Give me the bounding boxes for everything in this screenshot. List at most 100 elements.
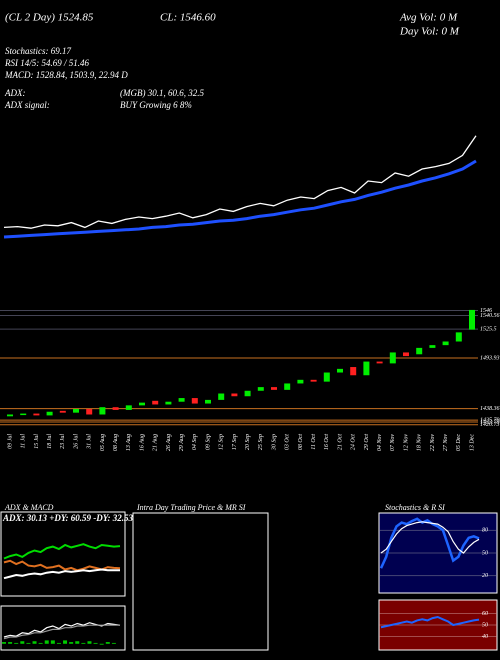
price-label: 1438.36 [480, 405, 500, 412]
histogram-bar [20, 641, 25, 644]
series-line [380, 521, 480, 554]
x-tick-label: 26 Jul [73, 434, 79, 449]
histogram-bar [8, 642, 13, 644]
panel-annotation: ADX: 30.13 +DY: 60.59 -DY: 32.53 [2, 513, 133, 523]
histogram-bar [14, 642, 19, 644]
x-tick-label: 20 Sep [245, 434, 251, 450]
panel [132, 512, 269, 651]
candle [323, 372, 330, 382]
price-label: 1493.93 [480, 354, 500, 361]
x-tick-label: 25 Sep [258, 434, 264, 450]
x-tick-label: 04 Nov [376, 434, 383, 452]
y-tick-label: 40 [482, 633, 488, 640]
histogram-bar [69, 642, 74, 644]
x-tick-label: 16 Oct [324, 434, 330, 450]
header-text: MACD: 1528.84, 1503.9, 22.94 D [4, 70, 128, 80]
x-tick-label: 18 Jul [47, 434, 53, 449]
histogram-bar [99, 643, 104, 645]
candle [165, 401, 172, 405]
header-text: Avg Vol: 0 M [399, 12, 458, 24]
x-tick-label: 13 Aug [126, 434, 132, 451]
histogram-bar [63, 640, 68, 644]
histogram-bar [75, 641, 80, 644]
x-tick-label: 04 Sep [191, 434, 198, 450]
candle [33, 413, 40, 416]
header-text: RSI 14/5: 54.69 / 51.46 [4, 58, 89, 68]
candle [389, 352, 396, 364]
candle [86, 409, 93, 415]
histogram-bar [93, 642, 98, 644]
candle [442, 341, 449, 346]
header-text: ADX signal: [4, 100, 50, 110]
price-label: 1540.56 [480, 312, 500, 319]
candle [205, 399, 211, 404]
x-tick-label: 27 Nov [443, 434, 449, 452]
y-tick-label: 60 [482, 611, 488, 617]
histogram-bar [26, 642, 31, 644]
header-text: Day Vol: 0 M [399, 26, 460, 38]
candle [218, 393, 225, 400]
y-tick-label: 50 [482, 550, 488, 556]
x-tick-label: 16 Aug [139, 434, 145, 451]
x-tick-label: 07 Nov [390, 434, 396, 452]
x-tick-label: 12 Sep [219, 434, 225, 450]
x-tick-label: 11 Jul [21, 434, 27, 449]
x-tick-label: 22 Nov [430, 434, 436, 452]
header-text: (MGB) 30.1, 60.6, 32.5 [120, 88, 204, 98]
histogram-bar [105, 642, 110, 644]
x-tick-label: 05 Dec [456, 434, 462, 451]
candle [139, 402, 145, 406]
panel-title: Intra Day Trading Price & MR SI [136, 503, 246, 512]
series-line [3, 135, 477, 229]
candle [231, 393, 238, 397]
price-label: 1525.5 [480, 327, 497, 333]
series-line [379, 517, 480, 569]
x-tick-label: 13 Dec [469, 434, 475, 451]
histogram-bar [50, 640, 55, 644]
x-tick-label: 08 Oct [298, 434, 304, 450]
header-text: ADX: [4, 88, 26, 98]
candle [297, 379, 304, 384]
histogram-bar [38, 642, 43, 644]
histogram-bar [111, 642, 116, 644]
x-tick-label: 08 Aug [113, 434, 119, 451]
price-label: 1546 [480, 307, 492, 314]
panel [0, 511, 126, 597]
header-text: Stochastics: 69.17 [5, 46, 71, 56]
x-tick-label: 30 Sep [271, 434, 277, 451]
panel-title: ADX & MACD [4, 503, 54, 512]
x-tick-label: 21 Oct [337, 434, 343, 450]
x-tick-label: 12 Nov [403, 434, 409, 452]
candle [363, 361, 370, 376]
x-tick-label: 05 Aug [100, 434, 106, 451]
candle [244, 390, 251, 397]
x-tick-label: 23 Jul [60, 434, 66, 449]
price-label: 1420.73 [480, 421, 500, 428]
candle [73, 409, 79, 413]
x-tick-label: 03 Oct [285, 434, 291, 450]
y-tick-label: 80 [482, 528, 488, 534]
x-tick-label: 21 Aug [153, 434, 159, 451]
histogram-bar [56, 642, 61, 644]
candle [271, 387, 277, 390]
price-label: 1423.79 [480, 418, 500, 425]
x-tick-label: 15 Jul [34, 434, 40, 449]
candle [59, 410, 66, 413]
price-label: 1425.79 [480, 417, 500, 424]
histogram-bar [2, 642, 6, 644]
x-tick-label: 29 Aug [179, 434, 185, 451]
series-line [380, 615, 480, 629]
candle [152, 400, 159, 405]
x-tick-label: 11 Oct [311, 434, 317, 450]
candle [257, 387, 264, 391]
candle [112, 407, 119, 410]
x-tick-label: 29 Oct [364, 434, 370, 450]
candle [46, 411, 53, 416]
candle [284, 383, 291, 390]
histogram-bar [87, 641, 92, 644]
candle [191, 398, 198, 404]
histogram-bar [32, 641, 37, 644]
x-tick-label: 26 Aug [166, 434, 172, 451]
candle [429, 345, 436, 348]
